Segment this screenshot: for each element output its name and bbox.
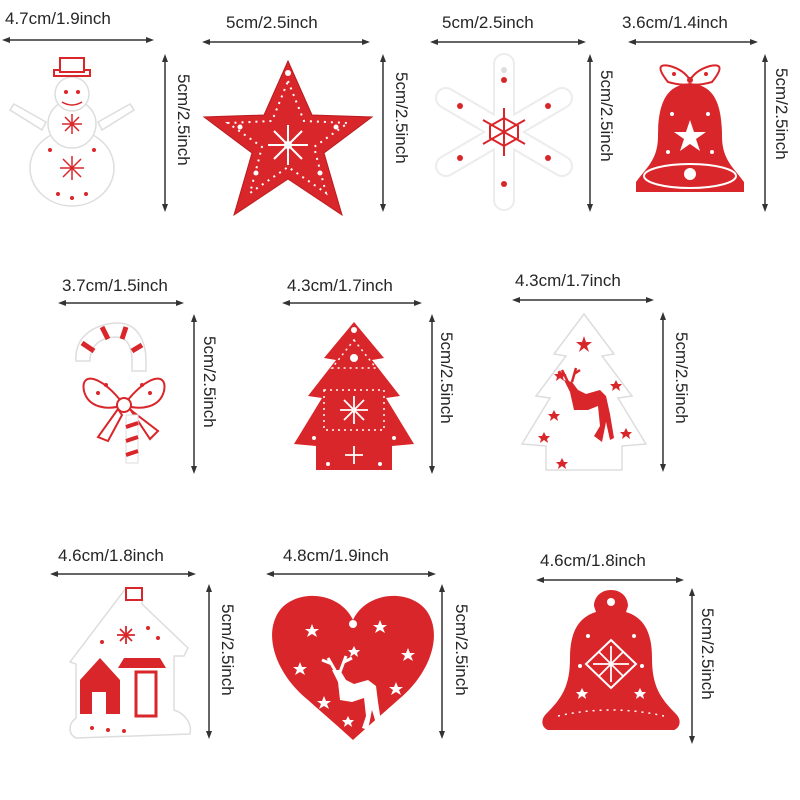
house-ornament	[68, 587, 192, 739]
width-label: 3.6cm/1.4inch	[622, 13, 728, 32]
height-label: 5cm/2.5inch	[698, 608, 717, 700]
snowflake-ornament	[435, 53, 573, 211]
white-tree-ornament	[520, 312, 648, 471]
candy-cane-ornament	[75, 322, 166, 464]
red-bell-ornament	[542, 590, 680, 730]
width-label: 4.3cm/1.7inch	[515, 271, 621, 290]
width-label: 5cm/2.5inch	[226, 13, 318, 32]
width-label: 3.7cm/1.5inch	[62, 276, 168, 295]
snowman-ornament	[8, 57, 136, 207]
width-label: 4.7cm/1.9inch	[5, 9, 111, 28]
red-tree-ornament	[294, 322, 414, 470]
width-label: 4.8cm/1.9inch	[283, 546, 389, 565]
bell-bow-ornament	[636, 64, 744, 192]
width-label: 4.6cm/1.8inch	[540, 551, 646, 570]
width-label: 4.6cm/1.8inch	[58, 546, 164, 565]
heart-ornament	[272, 595, 434, 740]
star-ornament	[202, 59, 374, 217]
width-label: 5cm/2.5inch	[442, 13, 534, 32]
width-label: 4.3cm/1.7inch	[287, 276, 393, 295]
